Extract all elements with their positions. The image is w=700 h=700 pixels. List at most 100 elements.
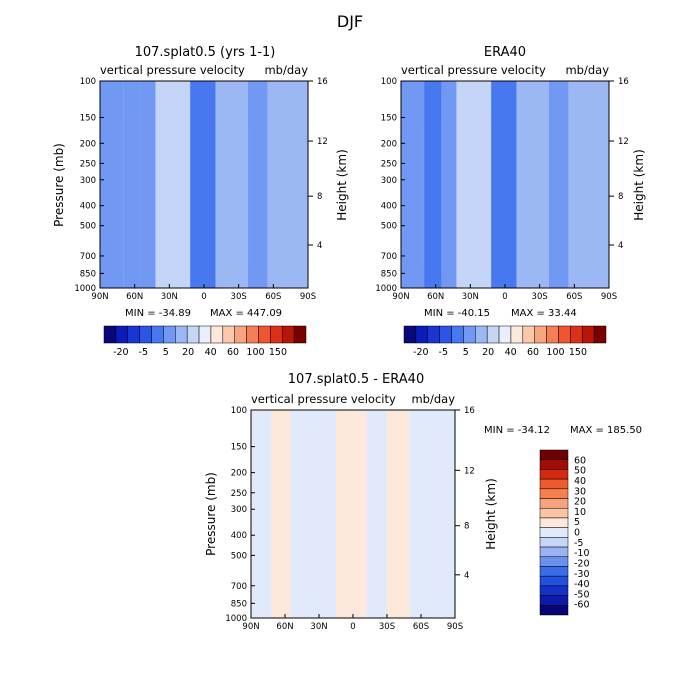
colorbar-swatch bbox=[539, 478, 569, 490]
panel-obs-subtitle: vertical pressure velocity bbox=[401, 63, 546, 77]
colorbar-swatch bbox=[427, 325, 440, 344]
colorbar-label: 20 bbox=[182, 347, 194, 358]
colorbar-label: 150 bbox=[269, 347, 287, 358]
x-tick-label: 30S bbox=[379, 622, 395, 632]
y-tick-label: 300 bbox=[80, 176, 96, 186]
y-tick-label: 200 bbox=[381, 139, 397, 149]
colorbar-label: -40 bbox=[574, 579, 590, 590]
y-tick-label: 150 bbox=[80, 113, 96, 123]
field-band-core bbox=[276, 123, 300, 271]
colorbar-swatch bbox=[539, 507, 569, 519]
field-band-core bbox=[195, 123, 210, 271]
colorbar-swatch bbox=[539, 498, 569, 509]
x-tick-label: 60S bbox=[413, 622, 429, 632]
y-tick-label: 700 bbox=[80, 252, 96, 262]
colorbar-swatch bbox=[151, 325, 164, 344]
panel-obs-plot: 90N 60N 30N 0 30S 60S 90S 100 150 200 250 300 400 500… bbox=[375, 77, 628, 302]
y-tick-label: 100 bbox=[381, 77, 397, 87]
y-tick-label: 100 bbox=[80, 77, 96, 87]
y-tick-label: 500 bbox=[80, 222, 96, 232]
x-tick-label: 30N bbox=[462, 292, 479, 302]
field-band-core bbox=[444, 123, 454, 271]
y2-tick-label: 16 bbox=[618, 77, 629, 87]
colorbar-label: 40 bbox=[574, 476, 586, 487]
figure-title: DJF bbox=[337, 12, 363, 31]
y-tick-label: 700 bbox=[381, 252, 397, 262]
colorbar-swatch bbox=[222, 325, 235, 344]
y2-tick-label: 8 bbox=[317, 192, 322, 202]
x-tick-label: 90S bbox=[447, 622, 463, 632]
colorbar-swatch bbox=[558, 325, 571, 344]
panel-obs-colorbar: -20 -5 5 20 40 60 100 150 bbox=[403, 325, 607, 358]
y2-tick-label: 4 bbox=[464, 571, 469, 581]
panel-model-plot: 90N 60N 30N 0 30S 60S 90S 100 150 200 250 300 400 500… bbox=[74, 77, 327, 302]
colorbar-label: -10 bbox=[574, 548, 590, 559]
y2-tick-label: 12 bbox=[317, 137, 328, 147]
panel-model-y2label: Height (km) bbox=[335, 149, 349, 220]
colorbar-label: 5 bbox=[574, 517, 580, 528]
colorbar-swatch bbox=[451, 325, 464, 344]
colorbar-swatch bbox=[539, 517, 569, 528]
panel-diff: 107.splat0.5 - ERA40 vertical pressure v… bbox=[204, 372, 642, 632]
field-band-core bbox=[222, 123, 241, 271]
y-tick-label: 1000 bbox=[375, 284, 397, 294]
y-tick-label: 150 bbox=[381, 113, 397, 123]
y-tick-label: 500 bbox=[381, 222, 397, 232]
colorbar-label: 100 bbox=[546, 347, 564, 358]
colorbar-swatch bbox=[539, 459, 569, 470]
field-band-core bbox=[427, 123, 438, 271]
colorbar-swatch bbox=[498, 325, 512, 344]
colorbar-swatch bbox=[522, 325, 535, 344]
panel-diff-ylabel: Pressure (mb) bbox=[204, 472, 218, 556]
y-tick-label: 400 bbox=[80, 202, 96, 212]
y-tick-label: 250 bbox=[80, 159, 96, 169]
colorbar-swatch bbox=[139, 325, 152, 344]
y-tick-label: 100 bbox=[231, 406, 247, 416]
y-tick-label: 850 bbox=[381, 269, 397, 279]
field-band-core bbox=[464, 123, 484, 271]
colorbar-swatch bbox=[210, 325, 224, 344]
colorbar-swatch bbox=[281, 325, 295, 344]
colorbar-swatch bbox=[258, 325, 271, 344]
y2-tick-label: 16 bbox=[464, 406, 475, 416]
x-tick-label: 90N bbox=[242, 622, 259, 632]
x-tick-label: 30N bbox=[310, 622, 327, 632]
colorbar-swatch bbox=[539, 537, 569, 548]
colorbar-label: -20 bbox=[413, 347, 429, 358]
x-tick-label: 60S bbox=[265, 292, 281, 302]
y-tick-label: 700 bbox=[231, 582, 247, 592]
y-tick-label: 300 bbox=[231, 505, 247, 515]
panel-model: 107.splat0.5 (yrs 1-1) vertical pressure… bbox=[52, 45, 349, 358]
x-tick-label: 60S bbox=[566, 292, 582, 302]
field-band-core bbox=[322, 452, 333, 601]
colorbar-swatch bbox=[539, 556, 569, 567]
panel-model-max: MAX = 447.09 bbox=[210, 308, 282, 319]
field-band-core bbox=[126, 123, 137, 271]
colorbar-label: 100 bbox=[246, 347, 264, 358]
colorbar-swatch bbox=[175, 325, 188, 344]
colorbar-label: -5 bbox=[574, 538, 583, 549]
colorbar-swatch bbox=[570, 325, 583, 344]
colorbar-swatch bbox=[403, 325, 417, 344]
colorbar-swatch bbox=[475, 325, 488, 344]
panel-obs-units: mb/day bbox=[565, 63, 609, 77]
y2-tick-label: 8 bbox=[464, 522, 469, 532]
x-tick-label: 0 bbox=[350, 622, 355, 632]
colorbar-swatch bbox=[186, 325, 200, 344]
colorbar-label: 5 bbox=[463, 347, 469, 358]
x-tick-label: 90N bbox=[91, 292, 108, 302]
y-tick-label: 400 bbox=[381, 202, 397, 212]
colorbar-label: -5 bbox=[439, 347, 448, 358]
colorbar-label: 60 bbox=[574, 455, 586, 466]
x-tick-label: 90S bbox=[601, 292, 617, 302]
colorbar-label: 50 bbox=[574, 466, 586, 477]
colorbar-swatch bbox=[246, 325, 259, 344]
panel-model-title: 107.splat0.5 (yrs 1-1) bbox=[135, 45, 276, 60]
colorbar-swatch bbox=[539, 585, 569, 596]
y2-tick-label: 12 bbox=[464, 466, 475, 476]
panel-model-units: mb/day bbox=[264, 63, 308, 77]
panel-obs-min: MIN = -40.15 bbox=[424, 308, 490, 319]
colorbar-swatch bbox=[539, 605, 569, 616]
colorbar-label: -20 bbox=[574, 558, 590, 569]
